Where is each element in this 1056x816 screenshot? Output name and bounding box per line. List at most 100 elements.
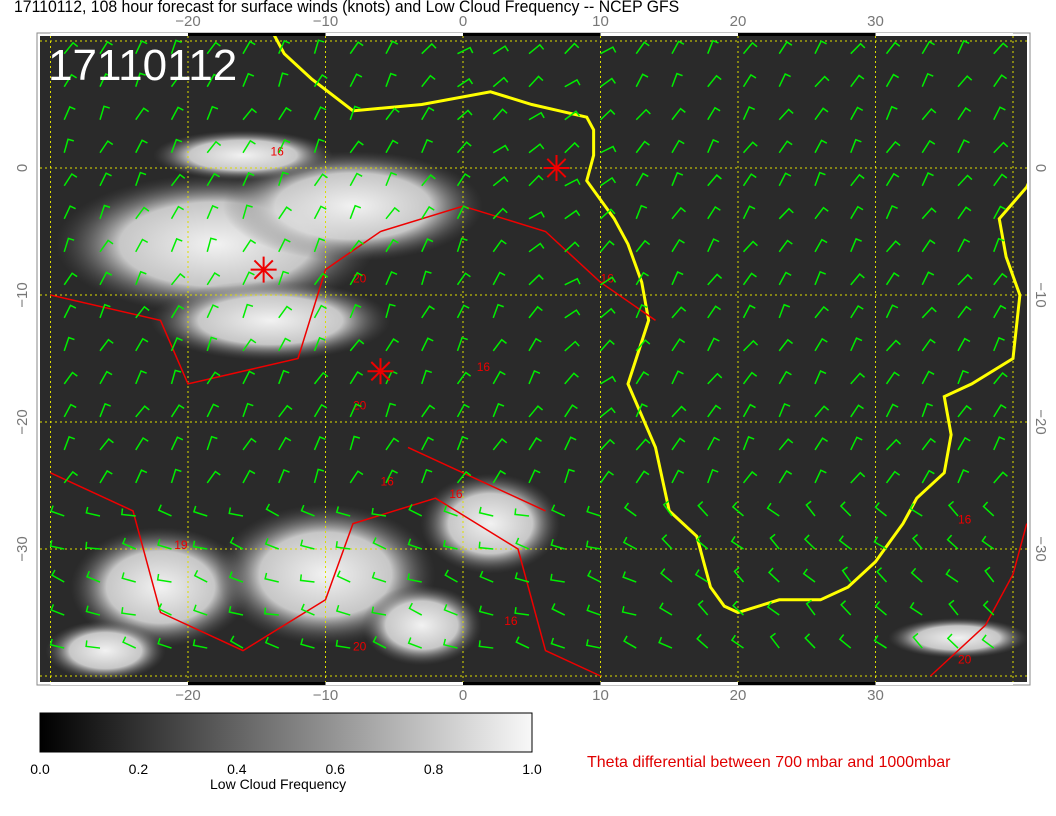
wind-barb bbox=[457, 77, 474, 88]
wind-barb bbox=[778, 40, 793, 55]
lat-tick-label: 0 bbox=[1032, 164, 1049, 172]
cloud-area bbox=[70, 527, 251, 648]
wind-barb bbox=[635, 41, 650, 55]
wind-barb bbox=[600, 407, 616, 418]
wind-barb bbox=[313, 403, 328, 418]
wind-barb bbox=[778, 402, 791, 418]
wind-barb bbox=[993, 42, 1009, 55]
wind-barb bbox=[206, 73, 220, 88]
wind-barb bbox=[778, 207, 794, 220]
wind-barb bbox=[957, 75, 973, 88]
wind-barb bbox=[957, 436, 971, 451]
wind-barb bbox=[730, 634, 744, 649]
wind-barb bbox=[242, 40, 256, 55]
wind-barb bbox=[349, 339, 365, 352]
wind-barb bbox=[135, 171, 147, 187]
wind-barb bbox=[456, 141, 472, 154]
lat-tick-label: −10 bbox=[14, 282, 31, 307]
wind-barb bbox=[135, 206, 150, 220]
wind-barb bbox=[742, 105, 756, 121]
wind-barb bbox=[814, 405, 830, 418]
wind-barb bbox=[707, 174, 722, 187]
wind-barb bbox=[635, 172, 649, 187]
wind-barb bbox=[707, 337, 720, 352]
wind-barb bbox=[982, 600, 995, 616]
frame-segment bbox=[188, 33, 326, 36]
wind-barb bbox=[528, 242, 545, 253]
lon-tick-label: 0 bbox=[459, 13, 467, 30]
wind-barb bbox=[850, 138, 862, 154]
wind-barb bbox=[742, 339, 759, 352]
wind-barb bbox=[635, 438, 651, 451]
wind-barb bbox=[993, 371, 1008, 385]
wind-barb bbox=[671, 338, 686, 352]
wind-barb bbox=[349, 140, 364, 154]
wind-barb bbox=[993, 436, 1006, 451]
wind-barb bbox=[733, 566, 745, 583]
wind-barb bbox=[599, 470, 614, 484]
wind-barb bbox=[492, 370, 506, 385]
lat-tick-label: −20 bbox=[1032, 409, 1049, 434]
wind-barb bbox=[993, 141, 1009, 154]
cloud-area bbox=[223, 151, 483, 262]
wind-barb bbox=[99, 172, 112, 187]
wind-barb bbox=[170, 106, 184, 121]
wind-barb bbox=[635, 239, 651, 253]
wind-barb bbox=[313, 304, 327, 319]
wind-barb bbox=[600, 375, 617, 385]
wind-barb bbox=[635, 73, 649, 88]
wind-barb bbox=[885, 470, 901, 484]
wind-barb bbox=[63, 403, 77, 418]
wind-barb bbox=[385, 139, 399, 154]
wind-barb bbox=[135, 337, 149, 352]
wind-barb bbox=[921, 306, 937, 319]
wind-barb bbox=[193, 604, 208, 616]
wind-barb bbox=[814, 206, 829, 220]
wind-barb bbox=[623, 635, 637, 649]
wind-barb bbox=[586, 505, 601, 517]
wind-barb bbox=[135, 469, 148, 484]
wind-barb bbox=[135, 107, 150, 121]
wind-barb bbox=[564, 141, 580, 154]
wind-barb bbox=[278, 106, 292, 121]
wind-barbs bbox=[49, 39, 1009, 649]
wind-barb bbox=[421, 305, 435, 319]
wind-barb bbox=[528, 111, 545, 121]
frame-segment bbox=[325, 33, 463, 36]
cloud-area bbox=[45, 620, 166, 681]
wind-barb bbox=[85, 605, 101, 616]
wind-barb bbox=[313, 237, 326, 253]
wind-barb bbox=[528, 469, 541, 484]
wind-barb bbox=[385, 338, 400, 352]
wind-barb bbox=[300, 603, 315, 616]
wind-barb bbox=[372, 537, 387, 550]
lon-tick-label: −10 bbox=[313, 687, 338, 704]
cloud-area bbox=[888, 617, 1027, 658]
wind-barb bbox=[421, 205, 435, 220]
wind-barb bbox=[492, 144, 509, 154]
wind-barb bbox=[300, 504, 315, 517]
wind-barb bbox=[313, 39, 325, 54]
wind-barb bbox=[564, 42, 580, 55]
wind-barb bbox=[170, 173, 186, 187]
wind-barb bbox=[192, 540, 208, 550]
wind-barb bbox=[921, 207, 937, 220]
wind-barb bbox=[766, 502, 780, 517]
wind-barb bbox=[840, 600, 852, 616]
wind-barb bbox=[981, 535, 995, 550]
wind-barb bbox=[564, 277, 581, 286]
wind-barb bbox=[492, 76, 509, 88]
wind-barb bbox=[957, 238, 971, 253]
cloud-area bbox=[153, 130, 333, 181]
wind-barb bbox=[671, 139, 685, 154]
wind-barb bbox=[456, 304, 470, 319]
wind-barb bbox=[492, 402, 505, 418]
wind-barb bbox=[456, 173, 471, 187]
wind-barb bbox=[778, 108, 794, 121]
wind-barb bbox=[551, 603, 566, 616]
wind-barb bbox=[921, 40, 935, 55]
wind-barb bbox=[814, 75, 830, 88]
wind-barb bbox=[921, 72, 934, 88]
wind-barb bbox=[600, 145, 617, 154]
wind-barb bbox=[805, 599, 816, 616]
